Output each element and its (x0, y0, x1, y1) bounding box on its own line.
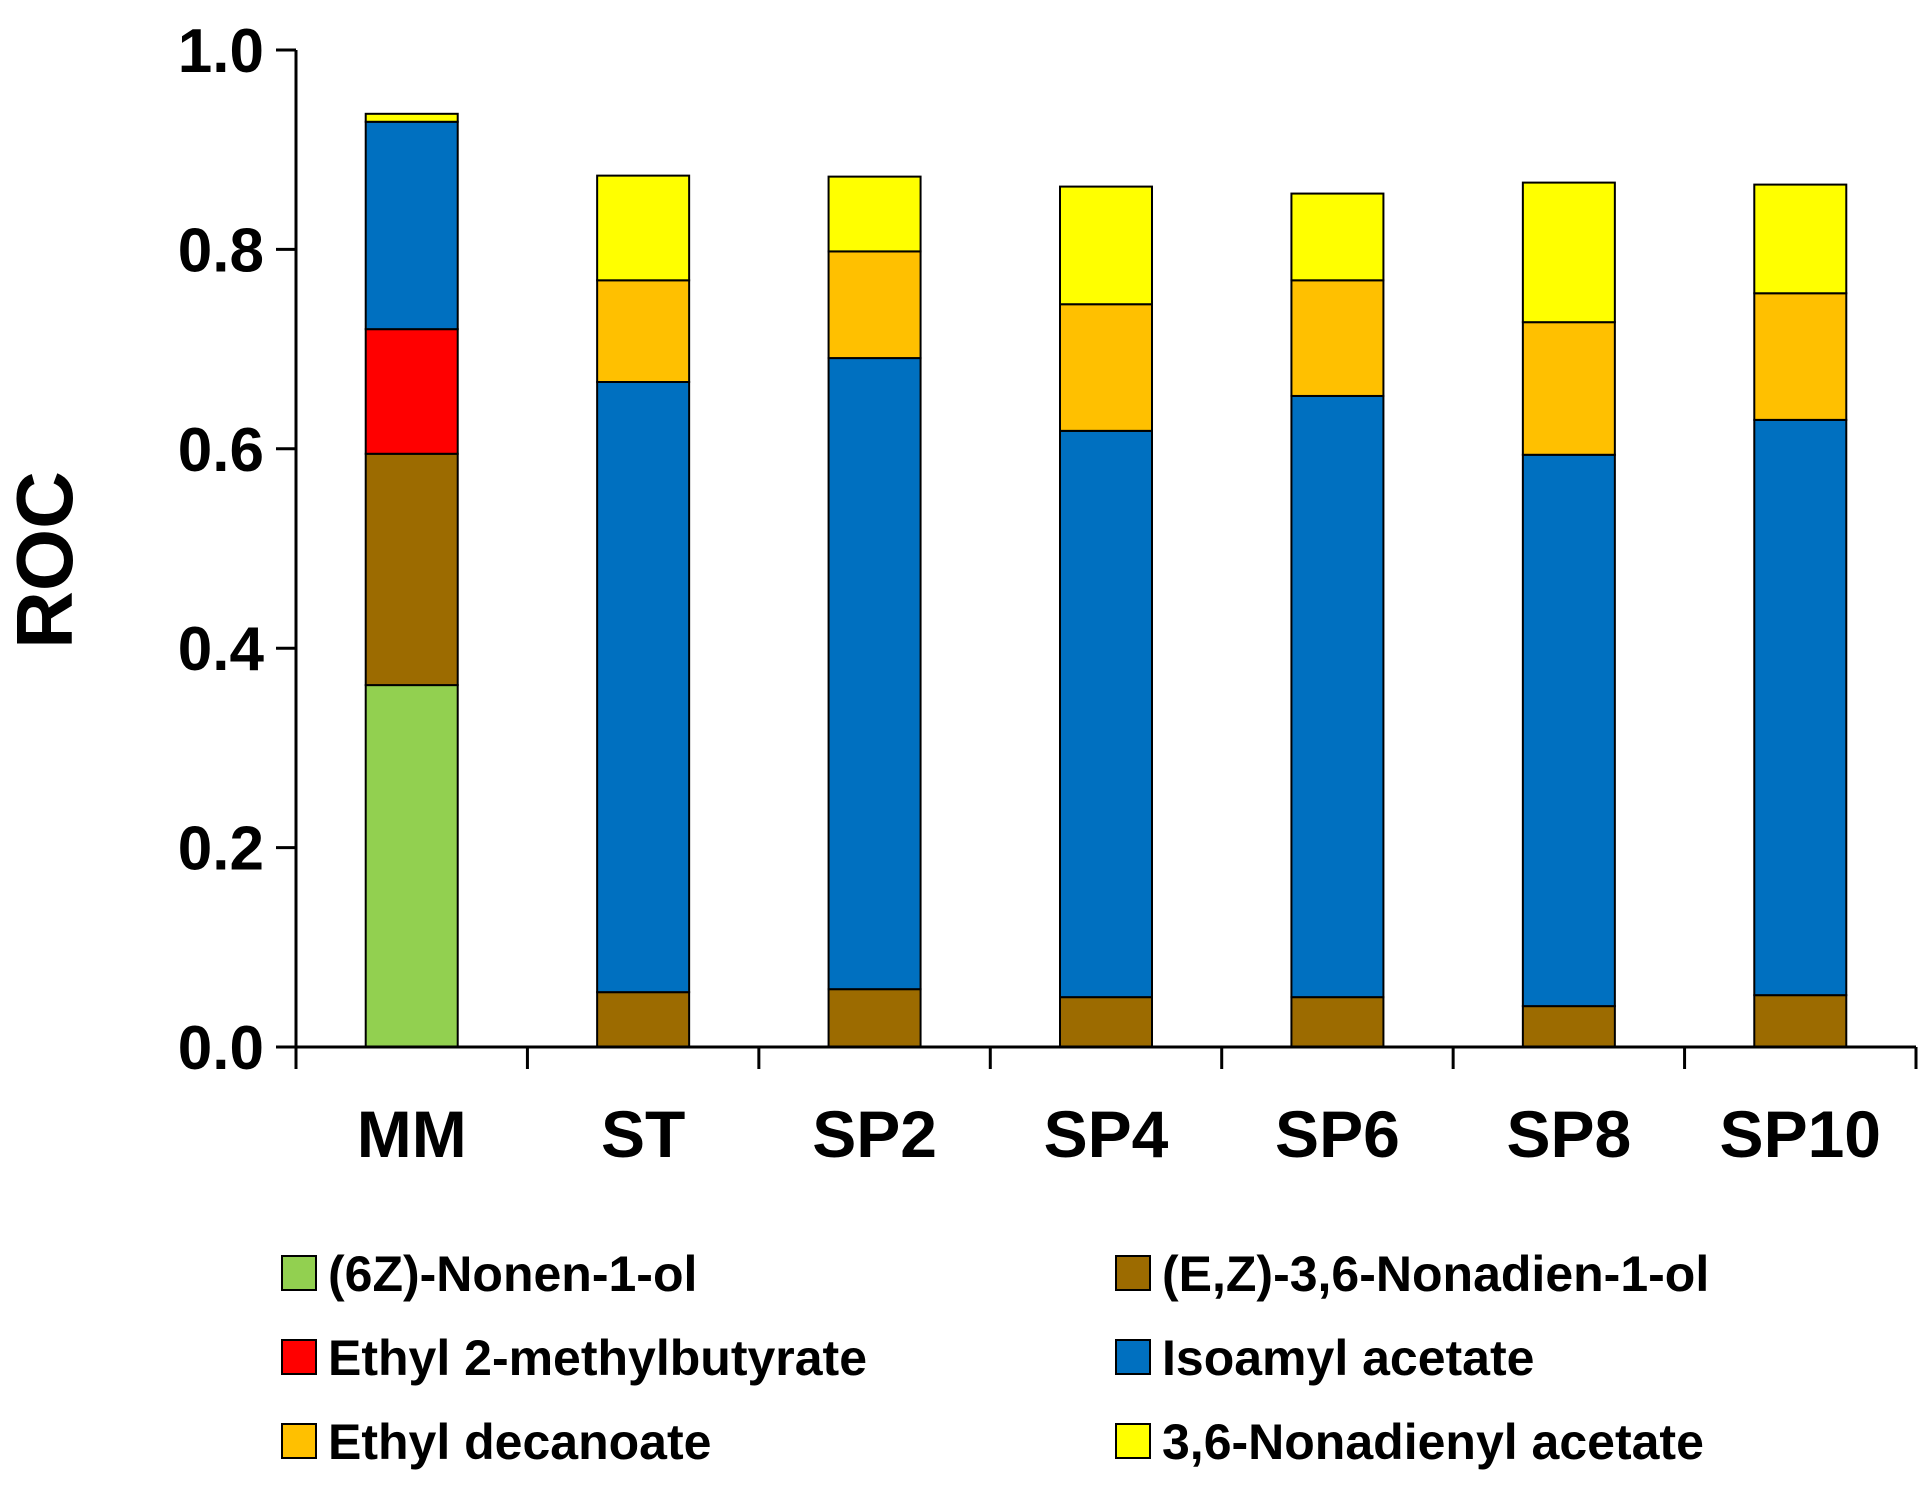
bar-segment-sp6-3 (1290, 394, 1385, 999)
legend-label: (6Z)-Nonen-1-ol (328, 1246, 697, 1302)
bar-segment-st-5 (596, 174, 691, 282)
y-tick-label: 0.2 (178, 815, 264, 884)
y-tick-label: 0.8 (178, 216, 264, 285)
legend-label: 3,6-Nonadienyl acetate (1162, 1414, 1704, 1470)
bar-segment-sp2-1 (827, 988, 922, 1049)
legend-swatch (1115, 1423, 1151, 1459)
y-tick-label: 1.0 (178, 17, 264, 86)
legend-label: Ethyl 2-methylbutyrate (328, 1330, 867, 1386)
bar-segment-sp8-4 (1521, 321, 1616, 456)
bar-segment-sp6-5 (1290, 192, 1385, 282)
bar-segment-mm-2 (364, 328, 459, 455)
legend-label: Ethyl decanoate (328, 1414, 711, 1470)
bar-segment-mm-0 (364, 684, 459, 1048)
bar-segment-sp8-5 (1521, 181, 1616, 324)
bar-segment-st-4 (596, 279, 691, 384)
x-tick-label: SP10 (1720, 1097, 1881, 1171)
bar-segment-st-3 (596, 381, 691, 994)
bar-segment-sp6-1 (1290, 996, 1385, 1049)
bar-segment-sp8-3 (1521, 453, 1616, 1008)
legend-swatch (1115, 1339, 1151, 1375)
bar-segment-sp4-5 (1059, 185, 1153, 306)
bar-segment-sp2-3 (827, 357, 922, 991)
legend-swatch (281, 1423, 317, 1459)
legend: (6Z)-Nonen-1-ol (E,Z)-3,6-Nonadien-1-ol Et… (281, 1246, 1709, 1470)
y-axis-label: ROC (0, 471, 89, 649)
legend-swatch (281, 1255, 317, 1291)
bar-segment-sp2-5 (827, 175, 922, 253)
bar-segment-sp4-3 (1059, 429, 1153, 999)
bar-segment-sp10-3 (1753, 418, 1848, 997)
y-tick-label: 0.4 (178, 615, 265, 684)
plot-area: MM ST SP2 SP4 SP6 SP8 SP10 0.0 0.2 0.4 0.6 0.8 1.0 (178, 17, 1918, 1171)
legend-swatch (1115, 1255, 1151, 1291)
bar-segment-mm-3 (364, 120, 459, 331)
legend-label: (E,Z)-3,6-Nonadien-1-ol (1162, 1246, 1709, 1302)
legend-swatch (281, 1339, 317, 1375)
x-tick-label: SP6 (1275, 1097, 1400, 1171)
legend-label: Isoamyl acetate (1162, 1330, 1534, 1386)
bar-segment-mm-1 (364, 452, 459, 687)
bar-segment-sp10-4 (1753, 292, 1848, 421)
bar-segment-sp10-1 (1753, 994, 1848, 1049)
x-tick-label: SP4 (1044, 1097, 1169, 1171)
y-tick-label: 0.6 (178, 416, 264, 485)
bar-segment-sp4-4 (1059, 303, 1153, 432)
x-tick-label: ST (601, 1097, 685, 1171)
bar-segment-sp6-4 (1290, 279, 1385, 397)
bar-segment-sp2-4 (827, 250, 922, 360)
x-tick-label: SP8 (1506, 1097, 1631, 1171)
bar-segment-sp4-1 (1059, 996, 1153, 1049)
y-tick-label: 0.0 (178, 1014, 264, 1083)
bar-segment-mm-5 (364, 112, 459, 123)
bar-segment-sp8-1 (1521, 1005, 1616, 1048)
x-tick-label: SP2 (812, 1097, 937, 1171)
bar-segment-st-1 (596, 991, 691, 1048)
x-tick-label: MM (357, 1097, 467, 1171)
bar-segment-sp10-5 (1753, 183, 1848, 295)
